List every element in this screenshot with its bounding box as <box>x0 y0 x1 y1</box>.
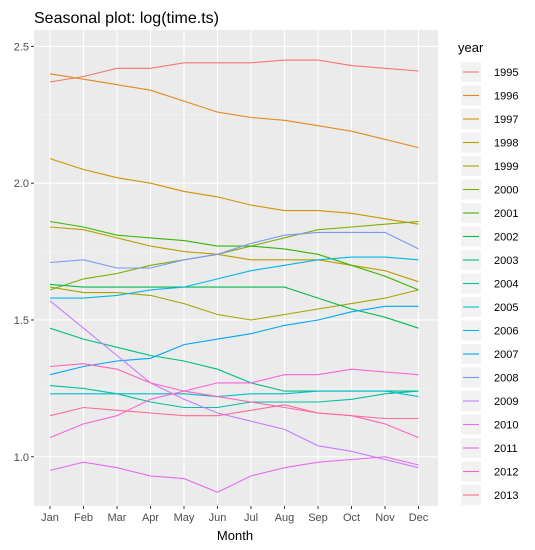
series-line-2010 <box>49 456 419 493</box>
series-line-1999 <box>49 286 419 321</box>
legend-label: 2012 <box>494 467 518 479</box>
chart-title: Seasonal plot: log(time.ts) <box>34 10 219 27</box>
legend-item-2011: 2011 <box>461 438 518 458</box>
series-line-2007 <box>49 305 419 376</box>
series-line-2008 <box>49 231 419 269</box>
legend-label: 1995 <box>494 67 518 79</box>
series-line-2009 <box>49 300 419 469</box>
legend-item-1998: 1998 <box>461 132 518 153</box>
legend-label: 2008 <box>494 373 518 385</box>
legend-label: 2013 <box>494 490 518 502</box>
legend: year 1995 1996 1997 1998 1999 2000 2001 2002 200… <box>458 40 518 505</box>
legend-item-2013: 2013 <box>461 485 518 505</box>
legend-label: 2009 <box>494 396 518 408</box>
series-line-1996 <box>49 73 419 149</box>
y-tick-label: 1.5 <box>14 315 29 327</box>
x-tick-label: Mar <box>108 512 127 524</box>
y-axis: 1.0 1.5 2.0 2.5 <box>14 41 34 464</box>
x-axis: Jan Feb Mar Apr May Jun Jul Aug Sep Oct Nov Dec <box>41 506 429 524</box>
series-line-2005 <box>50 390 419 398</box>
legend-item-2003: 2003 <box>461 250 518 270</box>
legend-label: 1996 <box>494 91 518 103</box>
x-tick-label: Sep <box>308 512 328 524</box>
legend-item-1996: 1996 <box>461 85 518 106</box>
legend-label: 2007 <box>494 349 518 361</box>
x-tick-label: Aug <box>275 512 295 524</box>
series-line-2004 <box>49 385 419 409</box>
legend-item-1999: 1999 <box>461 156 518 176</box>
legend-label: 2003 <box>494 255 518 267</box>
series-line-1995 <box>49 59 419 83</box>
series-line-2011 <box>49 368 419 439</box>
series-line-2012 <box>49 363 419 439</box>
x-axis-title: Month <box>217 528 253 543</box>
legend-label: 2004 <box>494 279 518 291</box>
legend-label: 1998 <box>494 138 518 150</box>
legend-item-2005: 2005 <box>461 297 518 317</box>
x-tick-label: Apr <box>142 512 159 524</box>
legend-item-2008: 2008 <box>461 367 518 388</box>
legend-item-2009: 2009 <box>461 391 518 411</box>
x-tick-label: Jul <box>244 512 258 524</box>
series-line-1998 <box>49 226 419 283</box>
y-tick-label: 2.0 <box>14 178 29 190</box>
x-tick-label: Jun <box>209 512 227 524</box>
legend-item-2006: 2006 <box>461 320 518 341</box>
major-grid <box>34 30 438 506</box>
legend-item-2001: 2001 <box>461 203 518 223</box>
legend-label: 2002 <box>494 232 518 244</box>
legend-label: 2011 <box>494 443 518 455</box>
legend-item-2004: 2004 <box>461 273 518 294</box>
legend-label: 1999 <box>494 161 518 173</box>
y-tick-label: 2.5 <box>14 41 29 53</box>
series-line-1997 <box>49 158 419 225</box>
series-line-2000 <box>49 220 419 291</box>
legend-item-2002: 2002 <box>461 226 518 247</box>
legend-label: 2010 <box>494 420 518 432</box>
legend-label: 1997 <box>494 114 518 126</box>
legend-label: 2001 <box>494 208 518 220</box>
legend-label: 2000 <box>494 185 518 197</box>
x-tick-label: May <box>174 512 195 524</box>
series-line-2006 <box>50 256 419 299</box>
legend-item-2010: 2010 <box>461 414 518 435</box>
legend-title: year <box>458 40 484 55</box>
series-line-2013 <box>49 404 419 420</box>
x-tick-label: Oct <box>343 512 360 524</box>
legend-label: 2006 <box>494 326 518 338</box>
x-tick-label: Feb <box>74 512 93 524</box>
legend-item-2007: 2007 <box>461 344 518 364</box>
series-line-2001 <box>49 220 419 291</box>
series-lines <box>49 59 419 493</box>
legend-item-2012: 2012 <box>461 461 518 482</box>
x-tick-label: Nov <box>375 512 395 524</box>
plot-panel <box>34 30 438 506</box>
y-tick-label: 1.0 <box>14 452 29 464</box>
legend-item-1997: 1997 <box>461 109 518 129</box>
x-tick-label: Jan <box>41 512 59 524</box>
x-tick-label: Dec <box>409 512 429 524</box>
legend-item-2000: 2000 <box>461 179 518 200</box>
legend-item-1995: 1995 <box>461 62 518 82</box>
legend-label: 2005 <box>494 302 518 314</box>
legend-items: 1995 1996 1997 1998 1999 2000 2001 2002 2003 2004… <box>461 62 518 505</box>
